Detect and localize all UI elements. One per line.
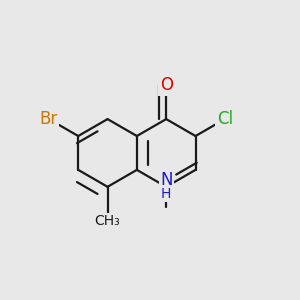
Text: H: H <box>161 187 171 201</box>
Text: N: N <box>160 171 172 189</box>
Text: CH₃: CH₃ <box>95 214 120 228</box>
Text: Br: Br <box>40 110 58 128</box>
Text: Cl: Cl <box>217 110 233 128</box>
Text: O: O <box>160 76 173 94</box>
